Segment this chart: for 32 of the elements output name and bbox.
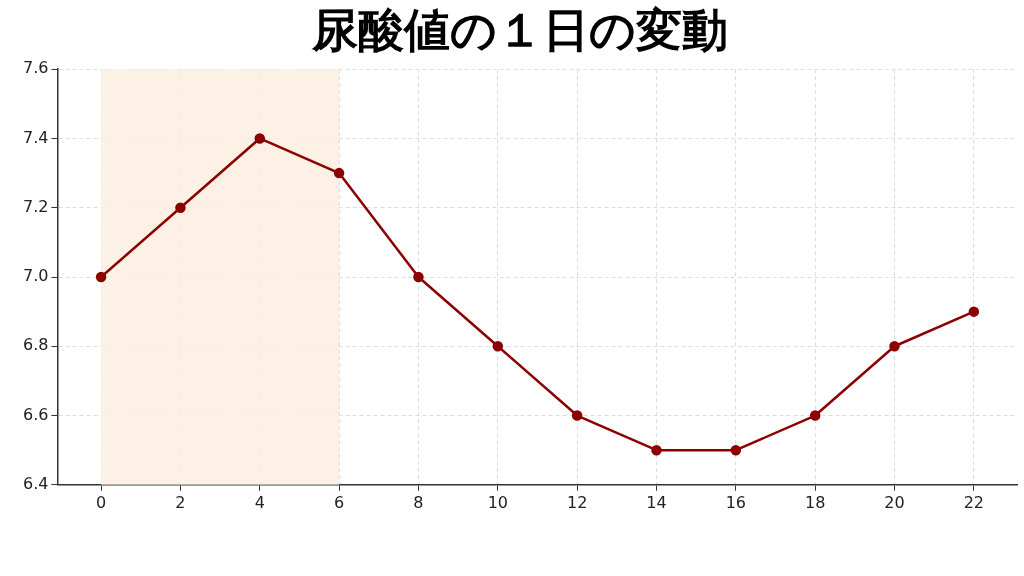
x-tick-label: 22: [963, 492, 985, 512]
y-tick-label: 7.2: [22, 196, 49, 216]
x-tick-label: 2: [175, 492, 186, 512]
x-tick-label: 6: [334, 492, 345, 512]
point: [175, 202, 186, 213]
point: [571, 410, 583, 421]
x-tick-label: 0: [95, 492, 107, 512]
point: [651, 444, 662, 456]
point: [492, 341, 504, 352]
y-tick-label: 6.8: [22, 335, 49, 355]
x-tick-label: 10: [487, 492, 508, 512]
point: [95, 271, 107, 283]
point: [809, 410, 821, 421]
y-tick-label: 7.6: [22, 58, 49, 78]
point: [254, 133, 266, 144]
y-tick-label: 6.6: [22, 404, 49, 424]
point: [413, 271, 424, 283]
point: [730, 444, 742, 456]
point: [889, 341, 900, 352]
x-tick-label: 8: [413, 492, 424, 512]
x-tick-label: 12: [566, 492, 588, 512]
point: [968, 306, 980, 317]
x-tick-label: 14: [646, 492, 667, 512]
y-tick-label: 7.4: [22, 127, 49, 147]
y-tick-label: 6.4: [22, 473, 49, 493]
y-tick-label: 7.0: [22, 266, 49, 286]
x-tick-label: 16: [725, 492, 747, 512]
chart-title: 尿酸値の１日の変動: [310, 2, 728, 57]
x-tick-label: 18: [804, 492, 826, 512]
x-tick-label: 20: [884, 492, 905, 512]
x-tick-label: 4: [254, 492, 265, 512]
point: [333, 167, 345, 179]
